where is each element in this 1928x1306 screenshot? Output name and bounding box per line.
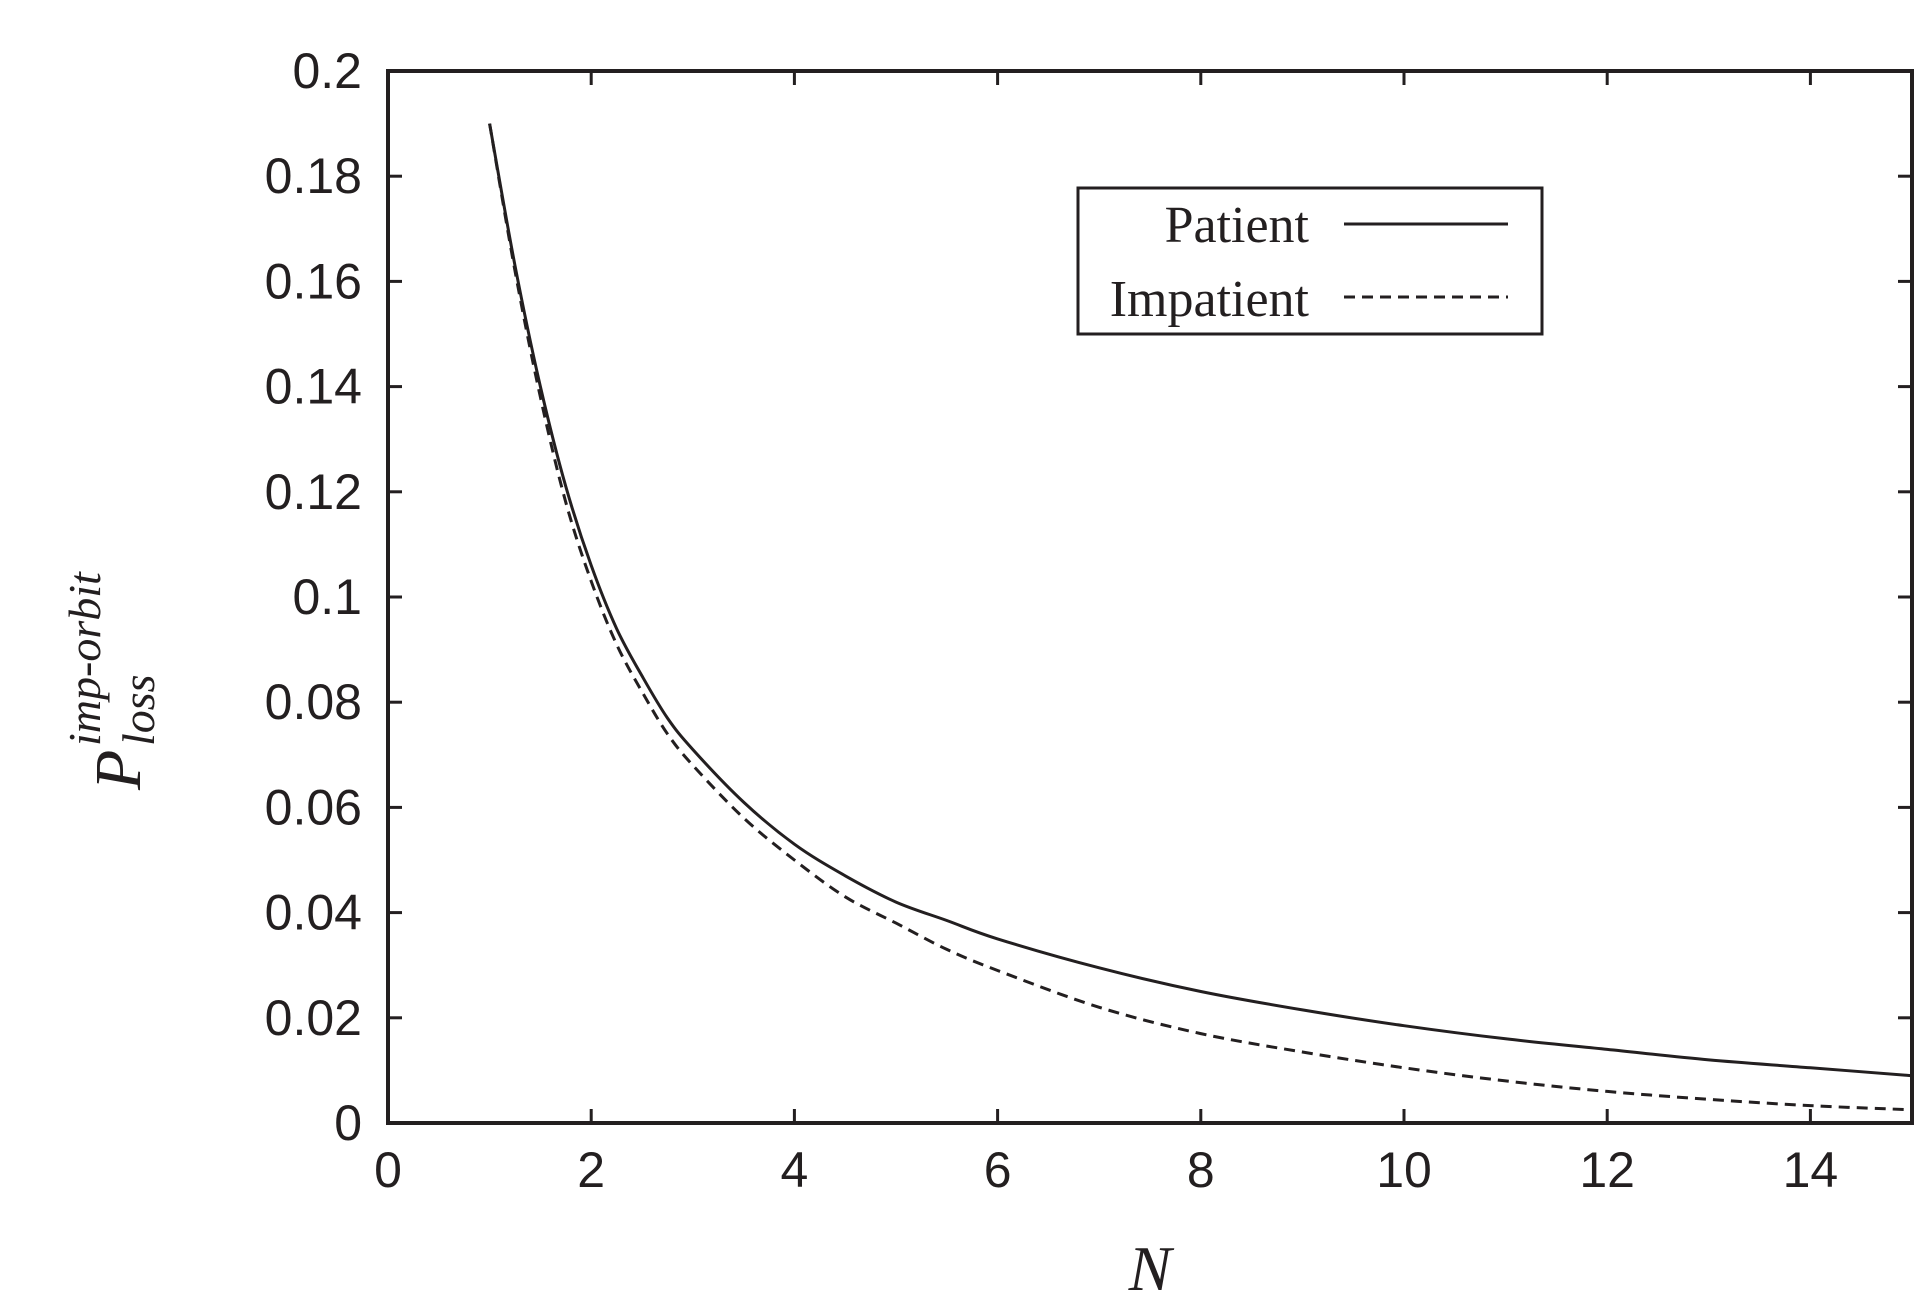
x-axis-ticks: 0 2 4 6 8 10 12 14 — [374, 71, 1838, 1198]
y-tick-label: 0.16 — [265, 253, 362, 309]
x-tick-label: 0 — [374, 1142, 402, 1198]
y-axis-title-superscript: imp-orbit — [59, 571, 110, 746]
y-axis-title: P imp-orbit loss — [59, 571, 164, 791]
y-tick-label: 0.14 — [265, 359, 362, 415]
legend-label-patient: Patient — [1165, 197, 1310, 254]
x-tick-label: 2 — [577, 1142, 605, 1198]
y-tick-label: 0.02 — [265, 990, 362, 1046]
x-tick-label: 12 — [1579, 1142, 1635, 1198]
y-axis-ticks: 0 0.02 0.04 0.06 0.08 0.1 0.12 0.14 0.16 0.18 0.2 — [265, 43, 1912, 1151]
x-tick-label: 8 — [1187, 1142, 1215, 1198]
y-axis-title-subscript: loss — [113, 674, 164, 746]
y-tick-label: 0 — [334, 1095, 362, 1151]
x-tick-label: 10 — [1376, 1142, 1432, 1198]
legend: Patient Impatient — [1076, 186, 1544, 336]
plot-area-frame — [386, 69, 1914, 1125]
x-tick-label: 6 — [984, 1142, 1012, 1198]
y-tick-label: 0.08 — [265, 674, 362, 730]
x-axis-title: N — [1128, 1233, 1175, 1304]
x-tick-label: 4 — [780, 1142, 808, 1198]
series-line-impatient — [488, 123, 1913, 1112]
legend-box — [1076, 186, 1544, 336]
legend-label-impatient: Impatient — [1110, 271, 1310, 328]
y-tick-label: 0.1 — [292, 569, 362, 625]
y-tick-label: 0.06 — [265, 779, 362, 835]
series-layer — [488, 123, 1913, 1112]
y-tick-label: 0.18 — [265, 148, 362, 204]
y-axis-title-main: P — [82, 750, 155, 791]
y-tick-label: 0.04 — [265, 885, 362, 941]
y-tick-label: 0.2 — [292, 43, 362, 99]
series-line-patient — [488, 123, 1913, 1078]
y-tick-label: 0.12 — [265, 464, 362, 520]
x-tick-label: 14 — [1783, 1142, 1839, 1198]
